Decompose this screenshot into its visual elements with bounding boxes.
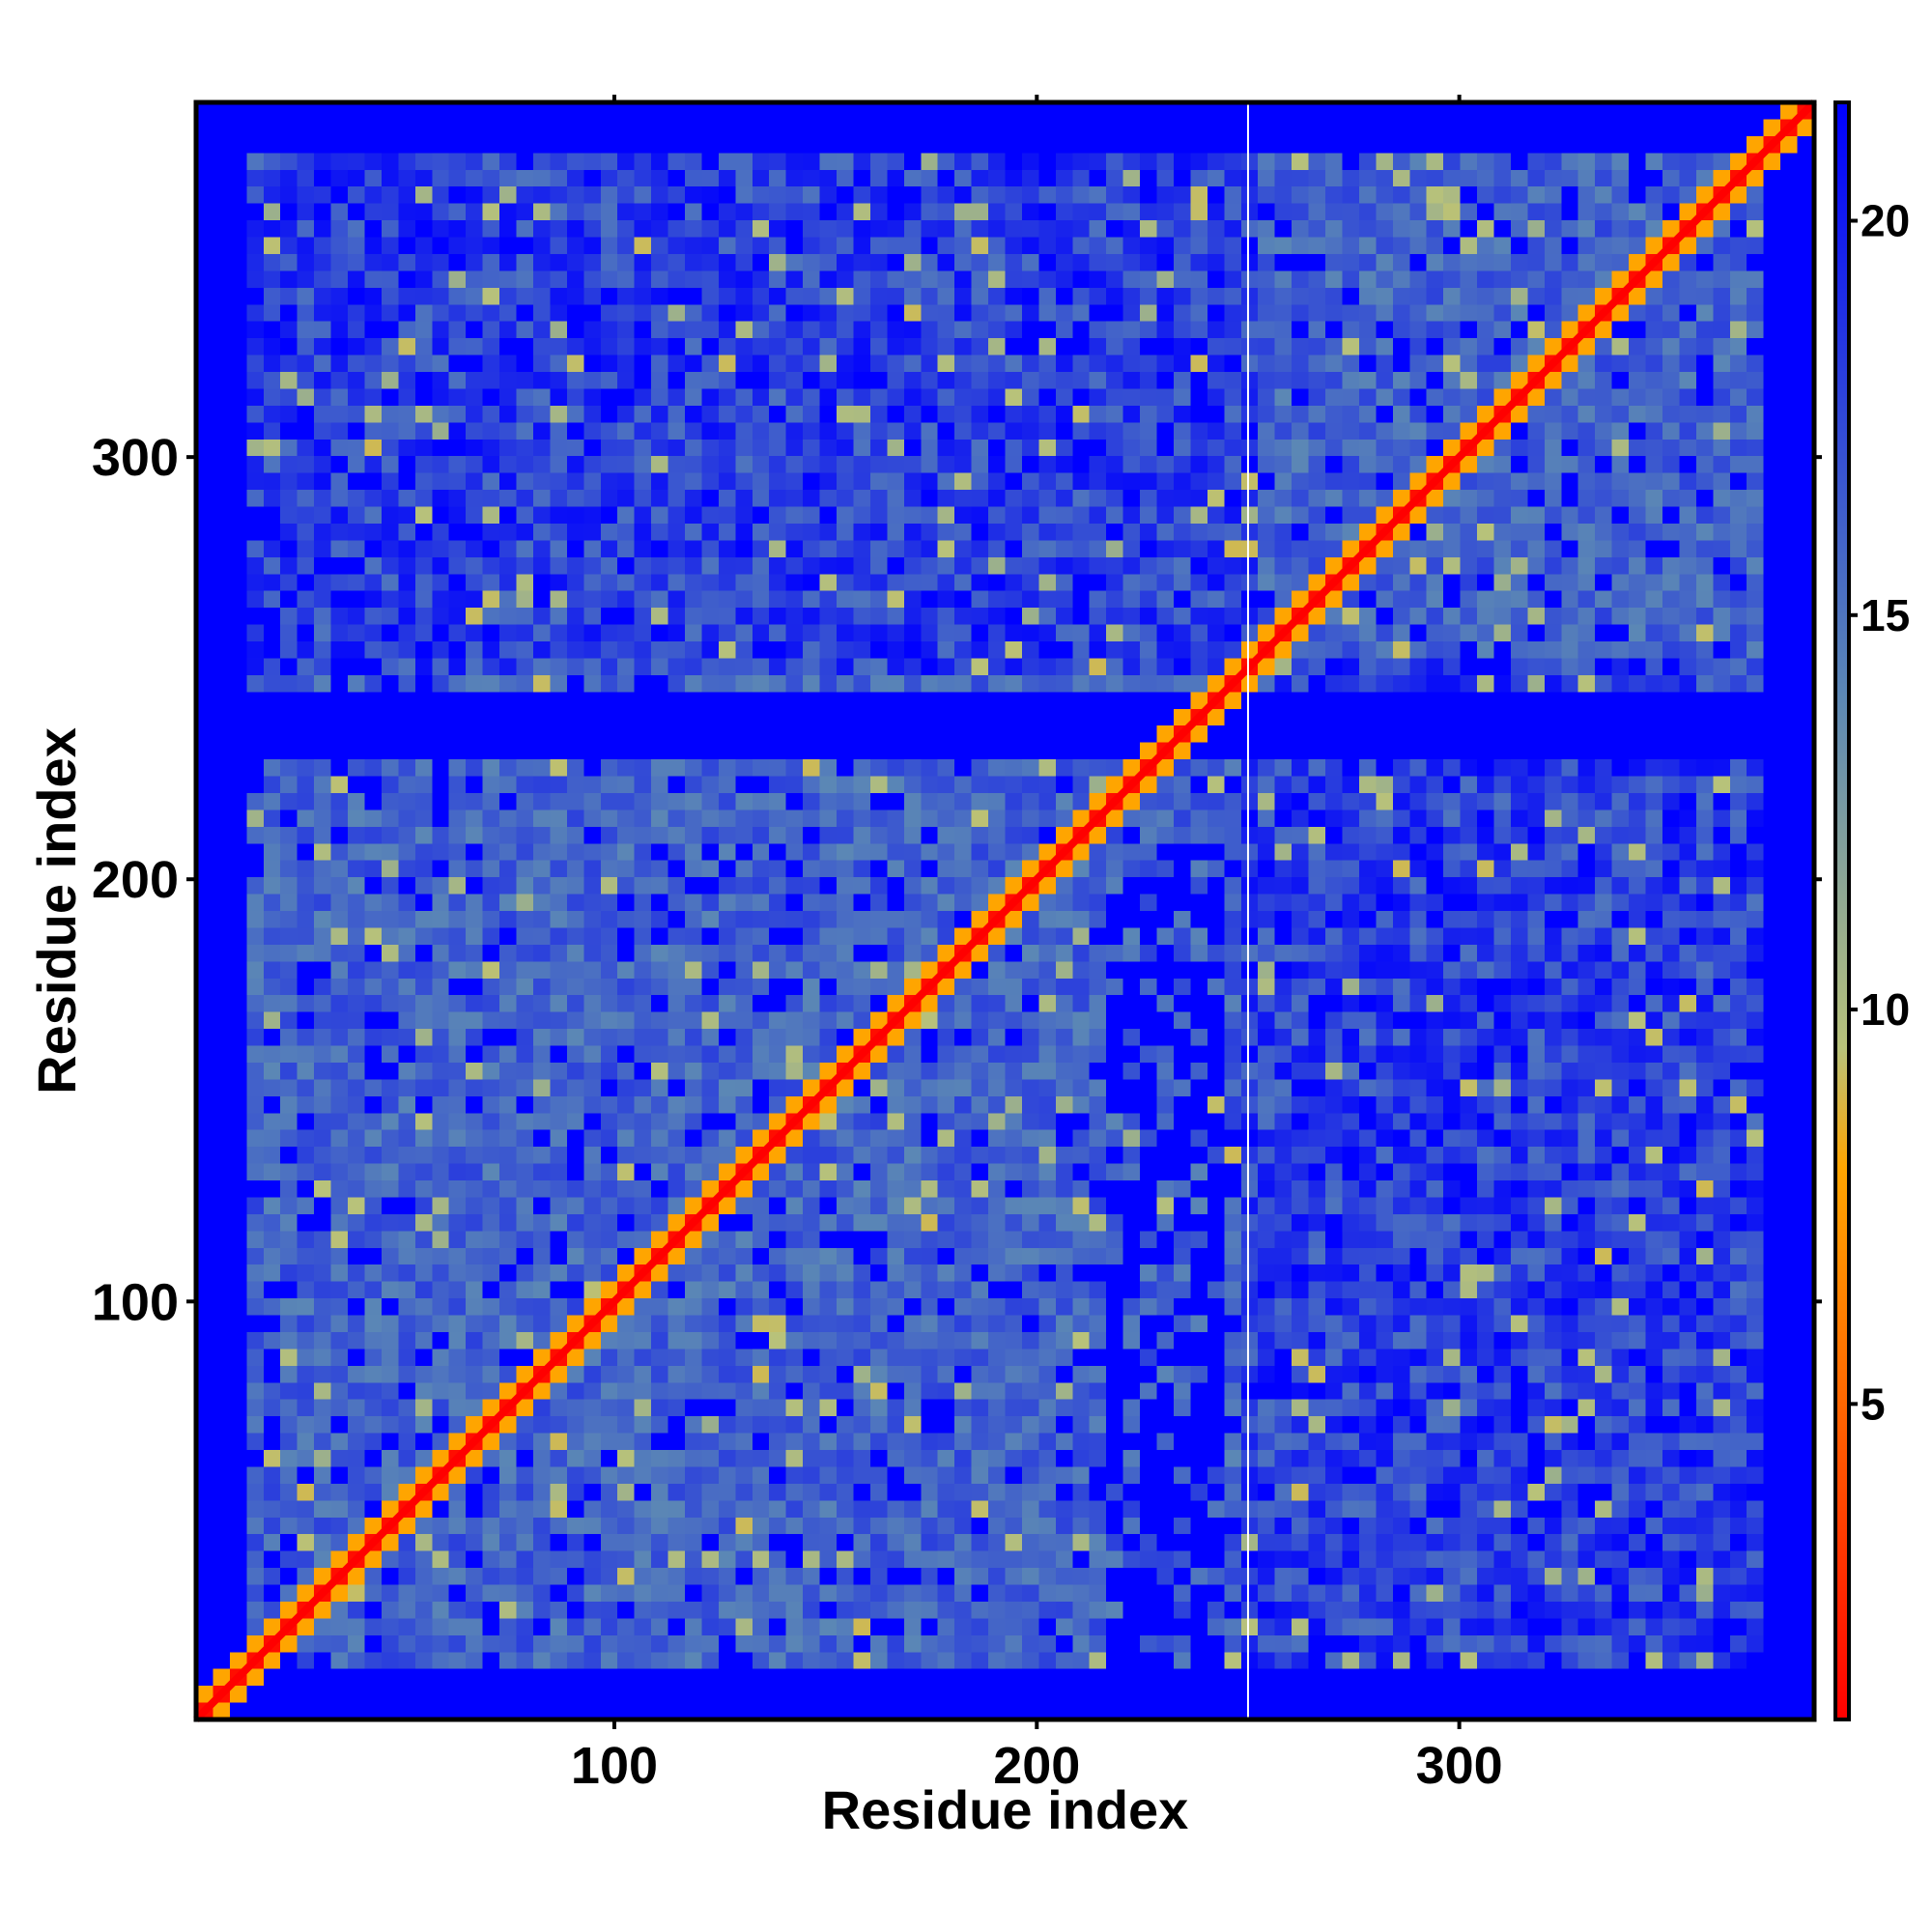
diagonal-line bbox=[193, 99, 1817, 1722]
y-axis: 100 200 300 bbox=[92, 429, 1822, 1331]
colorbar-tick-label: 5 bbox=[1861, 1378, 1886, 1429]
colorbar-gradient bbox=[1833, 100, 1851, 1721]
colorbar-tick-label: 15 bbox=[1861, 590, 1910, 640]
y-tick-label: 100 bbox=[92, 1273, 179, 1331]
x-tick-label: 200 bbox=[993, 1737, 1080, 1795]
heatmap bbox=[193, 99, 1817, 1722]
colorbar-tick-label: 20 bbox=[1861, 195, 1910, 245]
y-axis-title: Residue index bbox=[26, 727, 87, 1094]
plot-frame bbox=[193, 99, 1817, 1722]
y-tick-label: 300 bbox=[92, 429, 179, 487]
colorbar: 5 10 15 20 bbox=[1833, 100, 1910, 1721]
x-tick-label: 300 bbox=[1416, 1737, 1503, 1795]
y-tick-label: 200 bbox=[92, 851, 179, 909]
x-axis-title: Residue index bbox=[822, 1779, 1189, 1840]
colorbar-tick-label: 10 bbox=[1861, 984, 1910, 1035]
x-tick-label: 100 bbox=[571, 1737, 658, 1795]
x-axis: 100 200 300 bbox=[571, 95, 1503, 1795]
